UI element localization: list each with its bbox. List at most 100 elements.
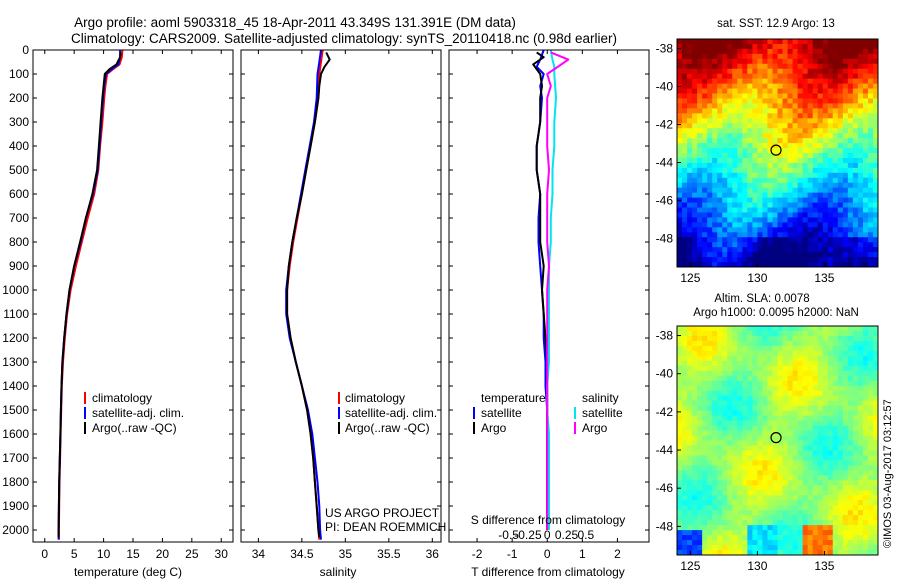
heatmap-cell: [737, 515, 743, 521]
heatmap-cell: [872, 455, 878, 461]
heatmap-cell: [762, 440, 768, 446]
heatmap-cell: [812, 550, 819, 555]
heatmap-cell: [807, 530, 814, 536]
heatmap-cell: [822, 58, 829, 65]
heatmap-cell: [872, 222, 878, 228]
heatmap-cell: [837, 217, 844, 223]
heatmap-cell: [727, 425, 733, 431]
heatmap-cell: [762, 177, 768, 184]
heatmap-cell: [872, 192, 878, 199]
heatmap-cell: [867, 247, 874, 253]
heatmap-cell: [842, 43, 849, 50]
heatmap-cell: [687, 167, 693, 174]
heatmap-cell: [792, 43, 799, 50]
heatmap-cell: [747, 222, 753, 228]
heatmap-cell: [677, 495, 683, 501]
heatmap-cell: [802, 505, 809, 511]
heatmap-cell: [757, 385, 763, 392]
heatmap-cell: [732, 232, 738, 238]
heatmap-cell: [867, 148, 874, 154]
heatmap-cell: [847, 326, 854, 332]
heatmap-cell: [677, 98, 683, 104]
heatmap-cell: [772, 202, 778, 208]
heatmap-cell: [837, 98, 844, 104]
heatmap-cell: [717, 340, 723, 347]
heatmap-cell: [702, 535, 708, 541]
heatmap-cell: [852, 157, 859, 164]
heatmap-cell: [747, 108, 753, 114]
heatmap-cell: [762, 385, 768, 392]
heatmap-cell: [822, 39, 829, 45]
heatmap-cell: [867, 455, 874, 461]
heatmap-cell: [737, 395, 743, 402]
heatmap-cell: [742, 217, 748, 223]
heatmap-cell: [827, 83, 834, 89]
heatmap-cell: [792, 450, 799, 456]
heatmap-cell: [857, 370, 864, 377]
heatmap-cell: [757, 202, 763, 208]
heatmap-cell: [862, 157, 869, 164]
heatmap-cell: [697, 242, 703, 248]
heatmap-cell: [752, 167, 758, 174]
heatmap-cell: [772, 415, 778, 421]
heatmap-cell: [787, 237, 793, 243]
top-x-tick-label: 0.5: [577, 528, 594, 542]
heatmap-cell: [817, 157, 824, 164]
heatmap-cell: [842, 153, 849, 159]
heatmap-cell: [722, 48, 728, 55]
heatmap-cell: [832, 465, 839, 471]
heatmap-cell: [792, 187, 799, 194]
heatmap-cell: [722, 252, 728, 258]
heatmap-cell: [697, 530, 703, 536]
heatmap-cell: [682, 247, 688, 253]
x-tick-label: -2: [472, 547, 483, 561]
heatmap-cell: [802, 133, 809, 139]
heatmap-cell: [707, 162, 713, 169]
heatmap-cell: [842, 395, 849, 402]
heatmap-cell: [712, 39, 718, 45]
heatmap-cell: [792, 405, 799, 412]
heatmap-cell: [707, 103, 713, 109]
heatmap-cell: [697, 202, 703, 208]
heatmap-cell: [862, 425, 869, 431]
heatmap-cell: [862, 138, 869, 144]
heatmap-cell: [712, 460, 718, 466]
heatmap-cell: [727, 420, 733, 426]
heatmap-cell: [707, 93, 713, 99]
heatmap-cell: [732, 340, 738, 347]
heatmap-cell: [812, 237, 819, 243]
heatmap-cell: [837, 187, 844, 194]
heatmap-cell: [687, 370, 693, 377]
heatmap-cell: [757, 43, 763, 50]
heatmap-cell: [767, 162, 773, 169]
heatmap-cell: [792, 380, 799, 387]
heatmap-cell: [742, 375, 748, 382]
heatmap-cell: [822, 420, 829, 426]
heatmap-cell: [792, 227, 799, 233]
heatmap-cell: [842, 182, 849, 189]
heatmap-cell: [827, 68, 834, 75]
heatmap-cell: [797, 440, 804, 446]
heatmap-cell: [767, 53, 773, 60]
heatmap-cell: [722, 212, 728, 218]
heatmap-cell: [677, 177, 683, 184]
heatmap-cell: [807, 222, 814, 228]
heatmap-cell: [697, 326, 703, 332]
heatmap-cell: [732, 83, 738, 89]
heatmap-cell: [762, 187, 768, 194]
heatmap-cell: [677, 525, 683, 531]
heatmap-cell: [852, 247, 859, 253]
heatmap-cell: [807, 500, 814, 506]
heatmap-cell: [747, 43, 753, 50]
heatmap-cell: [782, 420, 788, 426]
heatmap-cell: [762, 510, 768, 516]
heatmap-cell: [722, 475, 728, 481]
heatmap-cell: [797, 133, 804, 139]
heatmap-cell: [757, 217, 763, 223]
heatmap-cell: [852, 525, 859, 531]
heatmap-cell: [777, 340, 783, 347]
heatmap-cell: [747, 385, 753, 392]
heatmap-cell: [732, 535, 738, 541]
heatmap-cell: [847, 133, 854, 139]
heatmap-cell: [867, 108, 874, 114]
